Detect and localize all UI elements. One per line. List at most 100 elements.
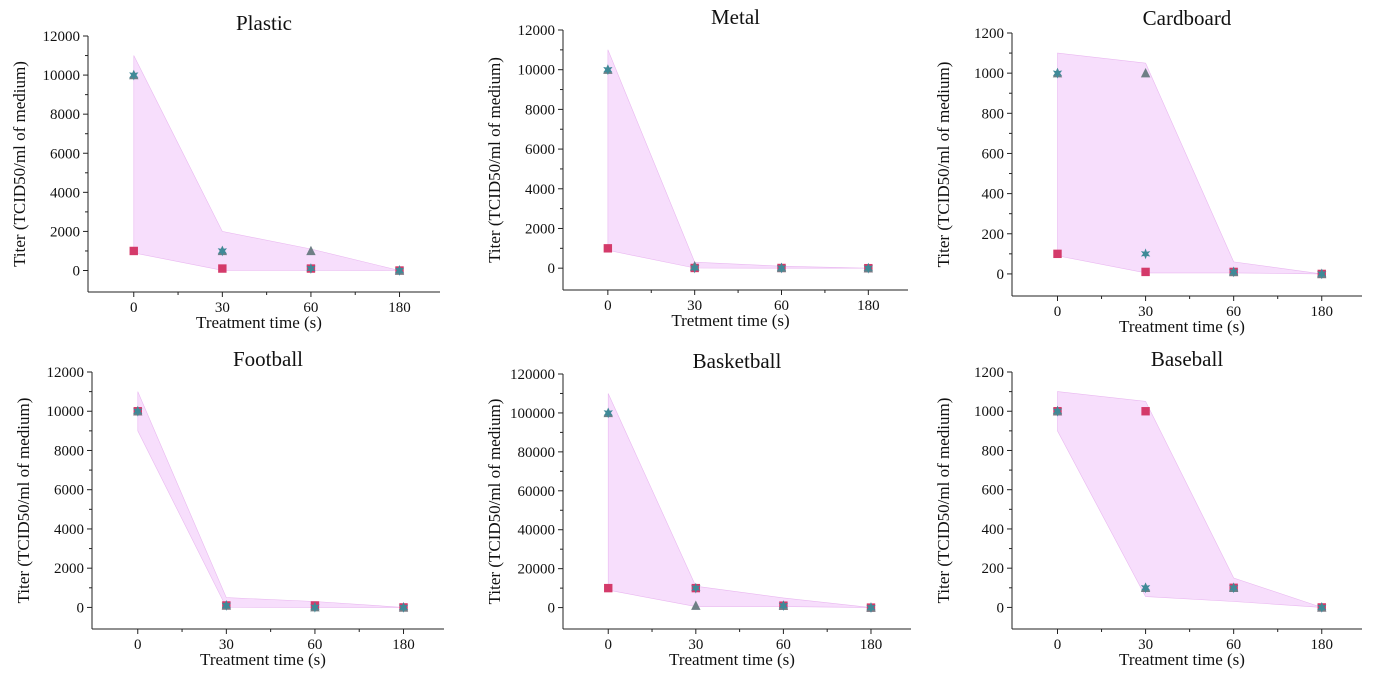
y-tick-label: 4000: [54, 522, 84, 538]
data-point-rep3: [863, 262, 873, 274]
y-axis-label: Titer (TCID50/ml of medium): [934, 62, 953, 268]
x-tick-label: 30: [219, 637, 234, 653]
data-point-rep3: [394, 265, 405, 276]
data-point-rep3: [866, 602, 876, 613]
range-band: [1057, 52, 1322, 275]
x-tick-label: 180: [388, 300, 411, 316]
y-tick-label: 0: [997, 267, 1005, 283]
y-axis-label: Titer (TCID50/ml of medium): [485, 57, 504, 263]
data-point-rep3: [691, 582, 701, 594]
y-tick-label: 600: [982, 483, 1005, 499]
y-tick-label: 200: [982, 561, 1005, 577]
y-tick-label: 1000: [974, 66, 1004, 82]
y-tick-label: 100000: [510, 406, 555, 422]
chart-title: Baseball: [1151, 347, 1223, 371]
y-tick-label: 2000: [50, 224, 80, 240]
y-tick-label: 8000: [525, 102, 555, 118]
x-tick-label: 60: [307, 637, 322, 653]
range-band: [607, 49, 869, 269]
data-point-rep3: [1052, 67, 1063, 79]
range-band: [1057, 391, 1322, 608]
y-tick-label: 6000: [50, 146, 80, 162]
y-tick-label: 12000: [47, 365, 85, 381]
y-tick-label: 80000: [518, 445, 556, 461]
y-axis-label: Titer (TCID50/ml of medium): [14, 398, 33, 604]
data-point-rep3: [1052, 405, 1063, 417]
chart-panel-football: Football 0 2000 4000 6000 8000 10000 12000 0 30 60…: [14, 347, 444, 669]
x-axis-label: Treatment time (s): [669, 650, 795, 669]
y-tick-label: 1000: [974, 404, 1004, 420]
x-tick-label: 0: [1054, 304, 1062, 320]
data-point-rep3: [603, 64, 613, 76]
data-point-rep3: [1229, 582, 1239, 594]
x-tick-label: 60: [776, 637, 791, 653]
y-tick-label: 120000: [510, 367, 555, 383]
y-tick-label: 200: [982, 227, 1005, 243]
y-tick-label: 8000: [50, 107, 80, 123]
y-tick-label: 600: [982, 146, 1005, 162]
data-point-rep1: [1141, 267, 1150, 277]
chart-panel-cardboard: Cardboard 0 200 400 600 800 1000 1200 0 30 60 180 Tr…: [934, 6, 1362, 336]
data-point-rep3: [1140, 582, 1151, 594]
range-band: [137, 391, 404, 608]
y-tick-label: 4000: [525, 182, 555, 198]
x-tick-label: 60: [774, 298, 789, 314]
y-tick-label: 0: [548, 261, 556, 277]
data-point-rep3: [221, 600, 231, 611]
chart-panel-baseball: Baseball 0 200 400 600 800 1000 1200 0 30 60 180 Tre…: [934, 347, 1362, 669]
x-tick-label: 180: [1311, 637, 1334, 653]
data-point-rep3: [690, 262, 700, 274]
x-tick-label: 0: [130, 300, 138, 316]
data-point-rep2: [1140, 67, 1151, 78]
x-tick-label: 30: [687, 298, 702, 314]
data-point-rep3: [778, 600, 789, 611]
data-point-rep1: [129, 246, 138, 256]
y-tick-label: 12000: [43, 29, 81, 45]
range-band: [607, 393, 872, 608]
data-point-rep1: [604, 583, 613, 593]
data-point-rep2: [306, 245, 316, 256]
x-axis-label: Treatment time (s): [1119, 650, 1245, 669]
y-tick-label: 8000: [54, 443, 84, 459]
data-point-rep1: [1141, 407, 1150, 416]
y-tick-label: 10000: [518, 63, 556, 79]
y-tick-label: 2000: [525, 221, 555, 237]
y-tick-label: 400: [982, 187, 1005, 203]
data-point-rep3: [217, 245, 227, 257]
y-tick-label: 10000: [47, 404, 85, 420]
x-tick-label: 30: [688, 637, 703, 653]
range-band: [133, 55, 400, 271]
y-tick-label: 0: [73, 264, 81, 280]
x-tick-label: 60: [1226, 304, 1241, 320]
y-tick-label: 1200: [974, 365, 1004, 381]
data-point-rep1: [603, 244, 613, 253]
x-tick-label: 30: [215, 300, 230, 316]
data-point-rep3: [1140, 248, 1151, 260]
y-tick-label: 2000: [54, 561, 84, 577]
y-tick-label: 800: [982, 443, 1005, 459]
y-tick-label: 400: [982, 522, 1005, 538]
y-tick-label: 10000: [43, 68, 81, 84]
data-point-rep3: [310, 601, 320, 613]
x-tick-label: 30: [1138, 637, 1153, 653]
x-tick-label: 180: [1311, 304, 1334, 320]
x-tick-label: 0: [134, 637, 142, 653]
x-tick-label: 0: [604, 637, 612, 653]
y-tick-label: 60000: [518, 484, 556, 500]
x-tick-label: 0: [604, 298, 612, 314]
data-point-rep3: [129, 69, 139, 81]
x-axis-label: Treatment time (s): [196, 313, 322, 332]
data-point-rep2: [691, 600, 701, 610]
y-tick-label: 12000: [518, 23, 556, 39]
y-tick-label: 0: [77, 600, 85, 616]
chart-panel-metal: Metal 0 2000 4000 6000 8000 10000 12000 0 30 60 180…: [485, 5, 908, 330]
y-axis-label: Titer (TCID50/ml of medium): [485, 399, 504, 605]
x-tick-label: 180: [860, 637, 883, 653]
chart-title: Cardboard: [1143, 6, 1232, 30]
y-tick-label: 40000: [518, 523, 556, 539]
data-point-rep3: [133, 405, 143, 417]
x-tick-label: 30: [1138, 304, 1153, 320]
chart-title: Metal: [711, 5, 760, 29]
x-tick-label: 180: [392, 637, 415, 653]
